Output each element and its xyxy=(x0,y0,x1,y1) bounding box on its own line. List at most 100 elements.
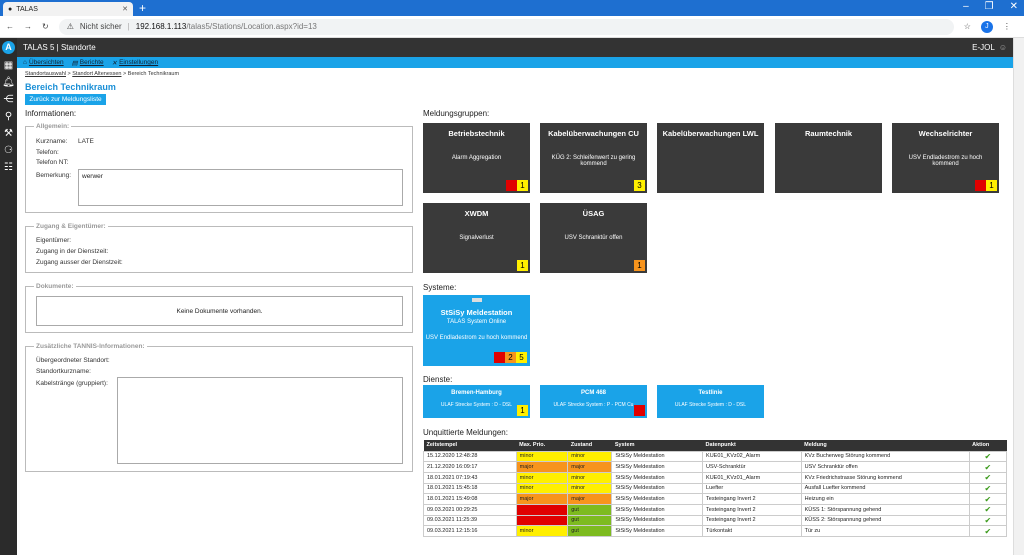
forward-arrow-icon[interactable]: → xyxy=(24,22,32,31)
cell-datenpunkt: Testeingang Invert 2 xyxy=(702,503,802,516)
tile-title: Kabelüberwachungen CU xyxy=(548,129,639,138)
share-icon[interactable]: ⋲ xyxy=(3,94,14,105)
acknowledge-check-icon[interactable]: ✔ xyxy=(968,461,1008,473)
back-arrow-icon[interactable]: ← xyxy=(6,22,14,31)
kabelstraenge-field[interactable] xyxy=(117,377,403,464)
acknowledge-check-icon[interactable]: ✔ xyxy=(968,525,1008,537)
cell-zustand: minor xyxy=(567,471,613,484)
column-header[interactable]: Max. Prio. xyxy=(516,440,568,451)
breadcrumb-current: Bereich Technikraum xyxy=(127,71,180,77)
table-row[interactable]: 09.03.2021 00:29:25 critical gut StSiSy Mel… xyxy=(423,503,1008,516)
nav-einstellungen[interactable]: ✕ Einstellungen xyxy=(111,59,159,67)
breadcrumb-link[interactable]: Standortauswahl xyxy=(25,71,66,77)
table-row[interactable]: 09.03.2021 11:25:39 critical gut StSiSy Mel… xyxy=(423,514,1008,527)
meldungsgruppe-tile[interactable]: Betriebstechnik Alarm Aggregation 1 xyxy=(423,123,530,193)
reload-icon[interactable]: ↻ xyxy=(42,22,49,31)
cell-datenpunkt: USV-Schranktür xyxy=(702,461,802,473)
table-row[interactable]: 09.03.2021 12:15:16 minor gut StSiSy Meldes… xyxy=(423,525,1008,537)
cell-zeit: 09.03.2021 11:25:39 xyxy=(423,514,517,527)
column-header[interactable]: System xyxy=(611,440,703,451)
cell-prio: critical xyxy=(515,503,569,516)
breadcrumb-link[interactable]: Standort Altenessen xyxy=(72,71,122,77)
user-icon[interactable]: ☺ xyxy=(998,43,1007,52)
bell-icon[interactable]: 🔔︎ xyxy=(2,77,15,88)
acknowledge-check-icon[interactable]: ✔ xyxy=(968,503,1008,516)
tile-title: Betriebstechnik xyxy=(448,129,505,138)
back-to-list-button[interactable]: Zurück zur Meldungsliste xyxy=(25,94,106,105)
systeme-heading: Systeme: xyxy=(423,283,457,292)
zugang-dienstzeit-label: Zugang in der Dienstzeit: xyxy=(36,248,109,255)
window-controls: – ❐ ✕ xyxy=(963,1,1018,12)
location-pin-icon[interactable]: ⚲ xyxy=(4,111,13,122)
close-icon[interactable]: ✕ xyxy=(122,6,128,13)
globe-icon: ● xyxy=(8,5,13,13)
dienst-tile[interactable]: Bremen-Hamburg ULAF Strecke System : D - … xyxy=(423,385,530,418)
tile-title: XWDM xyxy=(464,209,489,218)
table-row[interactable]: 15.12.2020 12:48:28 minor minor StSiSy Meld… xyxy=(423,450,1008,463)
binoculars-icon[interactable]: ⚆ xyxy=(4,145,13,156)
window-close-icon[interactable]: ✕ xyxy=(1009,1,1018,12)
cell-meldung: Ausfall Luefter kommend xyxy=(800,482,970,495)
cell-prio: minor xyxy=(515,482,569,495)
acknowledge-check-icon[interactable]: ✔ xyxy=(968,482,1008,495)
url-path: /talas5/Stations/Location.aspx?id=13 xyxy=(186,22,317,31)
cell-zeit: 21.12.2020 16:09:17 xyxy=(423,461,517,473)
tools-icon[interactable]: ⚒ xyxy=(4,128,13,139)
cell-prio: major xyxy=(515,493,569,505)
talas-logo[interactable]: A xyxy=(2,41,15,54)
dienst-title: Bremen-Hamburg xyxy=(451,390,502,396)
column-header[interactable]: Aktion xyxy=(969,440,1007,451)
acknowledge-check-icon[interactable]: ✔ xyxy=(968,471,1008,484)
menu-icon[interactable]: ⋮ xyxy=(1002,22,1011,31)
column-header[interactable]: Zustand xyxy=(567,440,612,451)
allgemein-section: Allgemein: xyxy=(25,123,413,213)
count-badge xyxy=(975,180,986,191)
table-row[interactable]: 21.12.2020 16:09:17 major major StSiSy Meld… xyxy=(423,461,1008,473)
meldungsgruppe-tile[interactable]: Kabelüberwachungen CU KÜG 2: Schleifenwer… xyxy=(540,123,647,193)
column-header[interactable]: Zeitstempel xyxy=(423,440,517,451)
nav-berichte[interactable]: ▤ Berichte xyxy=(71,59,104,67)
documents-empty: Keine Dokumente vorhanden. xyxy=(36,296,403,326)
url-field[interactable]: ⚠ Nicht sicher | 192.168.1.113/talas5/St… xyxy=(58,18,954,35)
star-icon[interactable]: ☆ xyxy=(963,22,971,31)
dienst-tile[interactable]: Testlinie ULAF Strecke System : D - DSL xyxy=(657,385,764,418)
profile-avatar[interactable]: J xyxy=(980,20,993,33)
column-header[interactable]: Meldung xyxy=(801,440,970,451)
dienst-tile[interactable]: PCM 468 ULAF Strecke System : P - PCM Cu xyxy=(540,385,647,418)
acknowledge-check-icon[interactable]: ✔ xyxy=(968,493,1008,505)
acknowledge-check-icon[interactable]: ✔ xyxy=(968,514,1008,527)
tile-title: Raumtechnik xyxy=(804,129,853,138)
browser-tab[interactable]: ● TALAS ✕ xyxy=(3,2,133,16)
table-row[interactable]: 18.01.2021 15:45:18 minor minor StSiSy Meld… xyxy=(423,482,1008,495)
app-header: TALAS 5 | Standorte E-JOL ☺ xyxy=(17,38,1013,57)
meldungsgruppe-tile[interactable]: XWDM Signalverlust 1 xyxy=(423,203,530,273)
grid-icon[interactable]: ▦ xyxy=(3,60,14,71)
cell-datenpunkt: Türkontakt xyxy=(702,525,802,537)
table-row[interactable]: 18.01.2021 07:19:43 minor minor StSiSy Meld… xyxy=(423,471,1008,484)
nav-uebersichten[interactable]: ⌂ Übersichten xyxy=(23,59,64,66)
page-scrollbar[interactable] xyxy=(1013,38,1024,555)
tile-title: Wechselrichter xyxy=(918,129,973,138)
minimize-icon[interactable]: – xyxy=(963,1,969,12)
network-icon[interactable]: ☷ xyxy=(4,162,13,173)
url-host: 192.168.1.113 xyxy=(135,22,187,31)
meldungsgruppe-tile[interactable]: Raumtechnik xyxy=(775,123,882,193)
tannis-section: Zusätzliche TANNIS-Informationen: xyxy=(25,343,413,472)
meldungsgruppe-tile[interactable]: Kabelüberwachungen LWL xyxy=(657,123,764,193)
acknowledge-check-icon[interactable]: ✔ xyxy=(968,450,1008,463)
cell-meldung: KÜSS 1: Störspannung gehend xyxy=(800,503,970,516)
meldungsgruppe-tile[interactable]: ÜSAG USV Schranktür offen 1 xyxy=(540,203,647,273)
user-name[interactable]: E-JOL xyxy=(972,43,995,52)
tile-title: Kabelüberwachungen LWL xyxy=(662,129,759,138)
system-title: StSiSy Meldestation xyxy=(440,308,513,317)
table-row[interactable]: 18.01.2021 15:49:08 major major StSiSy Meld… xyxy=(423,493,1008,505)
bemerkung-field[interactable]: werwer xyxy=(78,169,403,206)
maximize-icon[interactable]: ❐ xyxy=(984,1,994,12)
system-tile[interactable]: StSiSy Meldestation TALAS System Online … xyxy=(423,295,530,366)
column-header[interactable]: Datenpunkt xyxy=(702,440,802,451)
cell-zeit: 09.03.2021 12:15:16 xyxy=(423,525,517,537)
meldungsgruppe-tile[interactable]: Wechselrichter USV Endladestrom zu hoch k… xyxy=(892,123,999,193)
new-tab-button[interactable]: + xyxy=(139,1,147,15)
dienst-subtitle: ULAF Strecke System : D - DSL xyxy=(674,402,747,408)
warning-icon[interactable]: ⚠ xyxy=(66,22,74,31)
